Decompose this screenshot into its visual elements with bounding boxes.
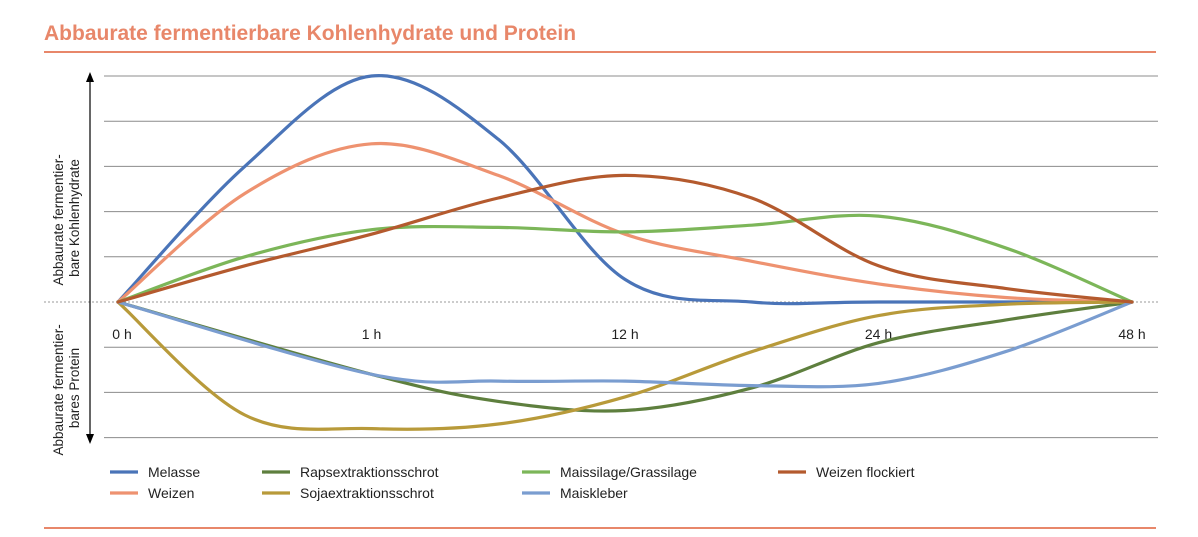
series-line-maissilage-grassilage <box>116 213 1134 304</box>
legend-label: Weizen <box>148 485 194 501</box>
x-tick-labels: 0 h 1 h 12 h 24 h 48 h <box>112 326 1145 342</box>
x-tick-label: 48 h <box>1118 326 1145 342</box>
x-tick-label: 1 h <box>362 326 381 342</box>
ylabel-lower-line-2: bares Protein <box>67 348 82 428</box>
series-line-melasse <box>116 74 1134 306</box>
legend-label: Maissilage/Grassilage <box>560 464 697 480</box>
gridlines <box>104 75 1158 439</box>
legend-label: Maiskleber <box>560 485 628 501</box>
y-axis <box>86 72 94 444</box>
series-line-rapsextraktionsschrot <box>116 300 1134 413</box>
series-line-weizen <box>116 141 1134 304</box>
legend-label: Melasse <box>148 464 200 480</box>
chart-title: Abbaurate fermentierbare Kohlenhydrate u… <box>44 22 577 45</box>
ylabel-lower: Abbaurate fermentier- bares Protein <box>51 320 82 455</box>
series-line-sojaextraktionsschrot <box>116 300 1134 431</box>
series-line-maiskleber <box>116 300 1134 389</box>
legend-label: Rapsextraktionsschrot <box>300 464 439 480</box>
ylabel-upper: Abbaurate fermentier- bare Kohlenhydrate <box>51 150 82 285</box>
ylabel-upper-line-2: bare Kohlenhydrate <box>67 159 82 277</box>
legend-label: Weizen flockiert <box>816 464 915 480</box>
series-line-weizen-flockiert <box>116 173 1134 304</box>
y-axis-arrow-up <box>86 72 94 82</box>
x-tick-label: 0 h <box>112 326 131 342</box>
ylabel-upper-line-1: Abbaurate fermentier- <box>51 154 66 285</box>
x-tick-label: 12 h <box>611 326 638 342</box>
legend: Melasse Rapsextraktionsschrot Maissilage/G… <box>110 464 915 501</box>
series-lines <box>116 74 1134 431</box>
x-tick-label: 24 h <box>865 326 892 342</box>
legend-label: Sojaextraktionsschrot <box>300 485 434 501</box>
y-axis-arrow-down <box>86 434 94 444</box>
ylabel-lower-line-1: Abbaurate fermentier- <box>51 324 66 455</box>
